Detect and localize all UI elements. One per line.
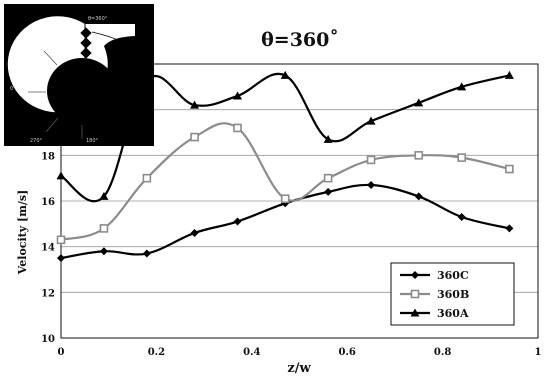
volute-section-line	[43, 50, 58, 66]
x-axis-label: z/w	[287, 361, 311, 376]
point-360c	[233, 217, 242, 226]
point-360c	[367, 181, 376, 190]
legend-item-360c: 360C	[400, 269, 469, 282]
legend: 360C 360B 360A	[390, 262, 515, 326]
point-360b	[233, 123, 242, 133]
plot-area	[60, 63, 539, 339]
x-tick-label: 0.2	[148, 347, 165, 358]
x-tick-label: 0.4	[243, 347, 260, 358]
point-label-c: C	[72, 29, 79, 39]
x-tick-label: 1	[535, 347, 542, 358]
point-360b	[142, 173, 152, 183]
point-360a	[504, 70, 514, 79]
point-360c	[505, 224, 514, 233]
y-tick-label: 12	[41, 288, 55, 299]
x-tick-label: 0	[58, 347, 65, 358]
legend-marker-360a	[410, 308, 420, 317]
point-360c	[190, 228, 199, 237]
inset-angle-label: 270°	[30, 138, 43, 144]
x-tick-labels: 0 0.2 0.4 0.6 0.8 1	[58, 347, 542, 358]
point-360b	[99, 224, 109, 233]
inset-angle-label: 180°	[86, 138, 99, 144]
point-label-a: A	[72, 49, 79, 59]
series-360b	[56, 122, 514, 245]
point-label-b: B	[72, 39, 79, 49]
point-360b	[505, 164, 514, 174]
inset-angle-label: θ=360°	[88, 16, 108, 22]
point-360a	[56, 171, 66, 180]
point-360a	[457, 82, 467, 91]
series-360c	[57, 181, 514, 263]
x-tick-label: 0.6	[338, 347, 355, 358]
flow-arrow	[91, 31, 129, 45]
y-tick-label: 18	[41, 151, 55, 162]
y-tick-label: 14	[41, 243, 55, 254]
chart-title: θ=360˚	[261, 28, 339, 51]
point-marker-b	[80, 37, 92, 49]
point-360a	[280, 70, 290, 79]
y-tick-label: 16	[41, 197, 55, 208]
legend-label-360a: 360A	[437, 307, 469, 320]
point-360a	[190, 100, 200, 109]
legend-item-360a: 360A	[400, 307, 469, 320]
point-360a	[414, 98, 424, 107]
point-360b	[457, 153, 466, 162]
legend-items: 360C 360B 360A	[400, 269, 469, 320]
point-360a	[366, 116, 376, 125]
point-360b	[366, 155, 376, 165]
impeller-hub	[47, 58, 117, 124]
legend-label-360b: 360B	[437, 288, 469, 301]
legend-item-360b: 360B	[400, 288, 469, 301]
y-axis-label: Velocity [m/s]	[16, 190, 29, 275]
legend-marker-360c	[411, 271, 419, 279]
point-marker-a	[80, 47, 92, 59]
point-360c	[99, 247, 108, 256]
point-360c	[414, 192, 423, 201]
point-360c	[57, 254, 65, 263]
point-360b	[280, 194, 290, 204]
legend-marker-360b	[410, 289, 420, 299]
point-360b	[414, 151, 424, 160]
point-360c	[142, 249, 151, 258]
point-360a	[232, 91, 242, 100]
legend-label-360c: 360C	[437, 269, 469, 282]
point-360c	[324, 187, 333, 196]
inset-figure: C B A θ=360° 0° 270° 180°	[4, 4, 154, 146]
point-360b	[56, 235, 66, 245]
point-360a	[99, 191, 109, 200]
point-360b	[323, 173, 333, 183]
volute-section-line	[45, 117, 59, 133]
point-360a	[323, 134, 333, 143]
point-360b	[190, 132, 199, 142]
point-360c	[457, 212, 466, 221]
x-tick-label: 0.8	[434, 347, 451, 358]
inset-angle-label: 0°	[10, 86, 16, 92]
y-tick-label: 10	[41, 334, 55, 345]
